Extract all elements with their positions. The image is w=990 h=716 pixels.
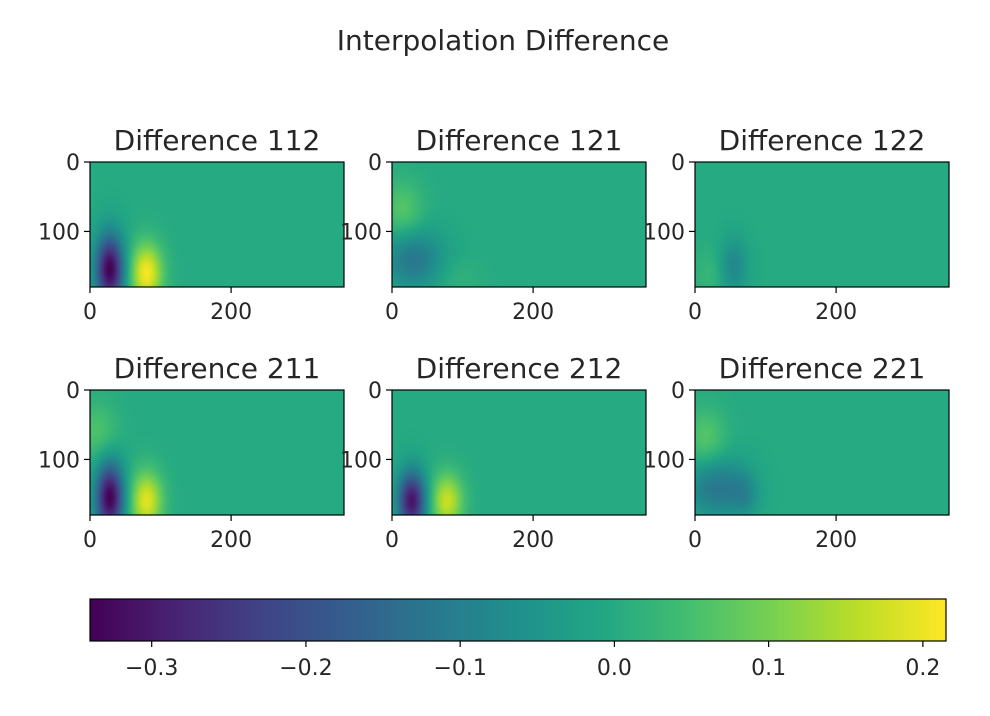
y-tick-label: 0: [368, 151, 382, 176]
subplot-6: Difference 221 0 200 0 100: [643, 352, 950, 553]
y-tick-label: 0: [368, 379, 382, 404]
x-tick-label: 200: [210, 528, 252, 553]
colorbar-gradient: [90, 599, 946, 641]
colorbar-tick-label: −0.2: [279, 656, 332, 681]
x-tick-label: 0: [688, 528, 702, 553]
x-tick-label: 0: [385, 300, 399, 325]
y-tick-label: 100: [643, 220, 685, 245]
colorbar: −0.3 −0.2 −0.1 0.0 0.1 0.2: [89, 598, 947, 681]
y-tick-label: 100: [38, 448, 80, 473]
axes-frame: [89, 389, 345, 516]
subplot-title: Difference 112: [114, 124, 321, 157]
axes-frame: [391, 161, 647, 288]
colorbar-tick-label: −0.3: [125, 656, 178, 681]
heatmap-image: [695, 390, 949, 515]
x-tick-label: 200: [512, 528, 554, 553]
x-tick-label: 200: [815, 300, 857, 325]
x-tick-label: 200: [210, 300, 252, 325]
x-tick-label: 0: [688, 300, 702, 325]
heatmap-image: [695, 162, 949, 287]
y-tick-label: 0: [66, 151, 80, 176]
y-tick-label: 100: [340, 220, 382, 245]
figure-suptitle: Interpolation Difference: [337, 24, 669, 57]
colorbar-tick-label: −0.1: [433, 656, 486, 681]
y-tick-label: 100: [38, 220, 80, 245]
subplot-5: Difference 212 0 200 0 100: [340, 352, 647, 553]
heatmap-image: [90, 162, 344, 287]
subplot-title: Difference 211: [114, 352, 321, 385]
subplot-title: Difference 121: [416, 124, 623, 157]
axes-frame: [391, 389, 647, 516]
x-tick-label: 0: [83, 300, 97, 325]
y-tick-label: 100: [340, 448, 382, 473]
subplot-1: Difference 112 0 200 0 100: [38, 124, 345, 325]
subplot-3: Difference 122 0 200 0 100: [643, 124, 950, 325]
colorbar-tick-label: 0.0: [597, 656, 632, 681]
heatmap-image: [392, 390, 646, 515]
subplot-2: Difference 121 0 200 0 100: [340, 124, 647, 325]
heatmap-image: [90, 390, 344, 515]
y-tick-label: 0: [671, 151, 685, 176]
x-tick-label: 200: [815, 528, 857, 553]
subplot-title: Difference 221: [719, 352, 926, 385]
colorbar-tick-label: 0.2: [905, 656, 940, 681]
y-tick-label: 0: [671, 379, 685, 404]
subplot-title: Difference 212: [416, 352, 623, 385]
y-tick-label: 100: [643, 448, 685, 473]
axes-frame: [89, 161, 345, 288]
x-tick-label: 200: [512, 300, 554, 325]
axes-frame: [694, 161, 950, 288]
axes-frame: [694, 389, 950, 516]
panels: Difference 112 0 200 0 100 Difference 121 0 200…: [38, 124, 950, 553]
x-tick-label: 0: [83, 528, 97, 553]
heatmap-image: [392, 162, 646, 287]
x-tick-label: 0: [385, 528, 399, 553]
subplot-4: Difference 211 0 200 0 100: [38, 352, 345, 553]
colorbar-tick-label: 0.1: [751, 656, 786, 681]
colorbar-frame: [89, 598, 947, 642]
y-tick-label: 0: [66, 379, 80, 404]
subplot-title: Difference 122: [719, 124, 926, 157]
